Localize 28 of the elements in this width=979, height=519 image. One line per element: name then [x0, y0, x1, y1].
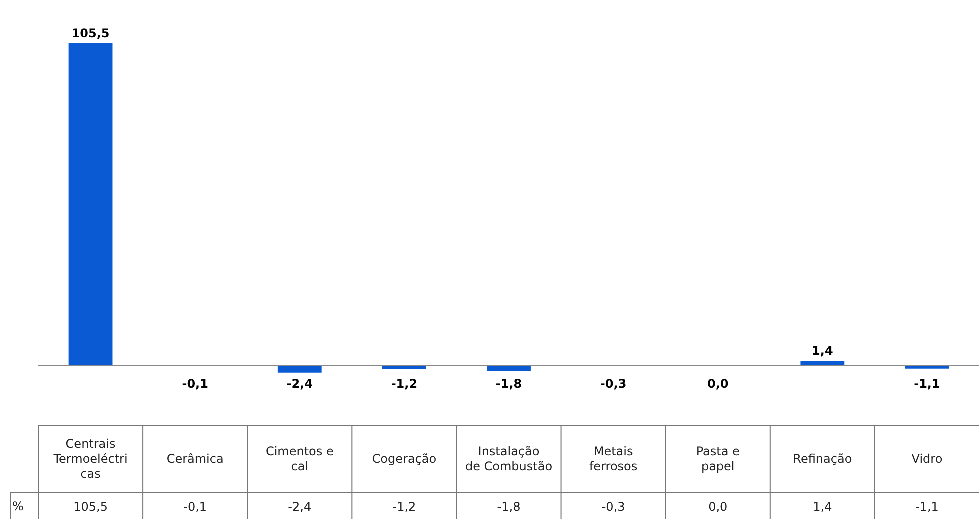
x-tick-label: Instalação de Combustão: [465, 444, 553, 474]
x-tick-label: Pasta e papel: [696, 444, 740, 474]
text: -1,1: [914, 377, 940, 391]
text: -1,8: [496, 377, 522, 391]
text: -1,2: [391, 377, 418, 391]
x-tick-label: Cimentos e cal: [266, 444, 334, 474]
data-label: -1,8: [497, 500, 521, 514]
text: 0,0: [707, 377, 729, 391]
text: 1,4: [812, 344, 834, 358]
x-tick-label: Cogeração: [372, 452, 437, 466]
data-label: -1,2: [392, 500, 416, 514]
text: -0,1: [182, 377, 208, 391]
x-tick-label: Cerâmica: [166, 452, 224, 466]
data-label: -2,4: [288, 500, 312, 514]
data-label: 0,0: [708, 500, 728, 514]
data-label: -1,1: [916, 500, 939, 514]
x-tick-label: Metais ferrosos: [589, 444, 638, 474]
text: -0,3: [600, 377, 627, 391]
x-tick-label: Refinação: [793, 452, 852, 466]
x-tick-label: Vidro: [912, 452, 943, 466]
x-tick-label: Centrais Termoeléctricas: [52, 437, 128, 481]
text: -2,4: [286, 377, 314, 391]
data-label: 105,5: [74, 500, 108, 514]
text: 105,5: [72, 26, 110, 40]
data-label: 1,4: [813, 500, 832, 514]
data-label: -0,1: [184, 500, 208, 514]
data-label: -0,3: [602, 500, 626, 514]
y-axis-title: %: [12, 500, 24, 514]
